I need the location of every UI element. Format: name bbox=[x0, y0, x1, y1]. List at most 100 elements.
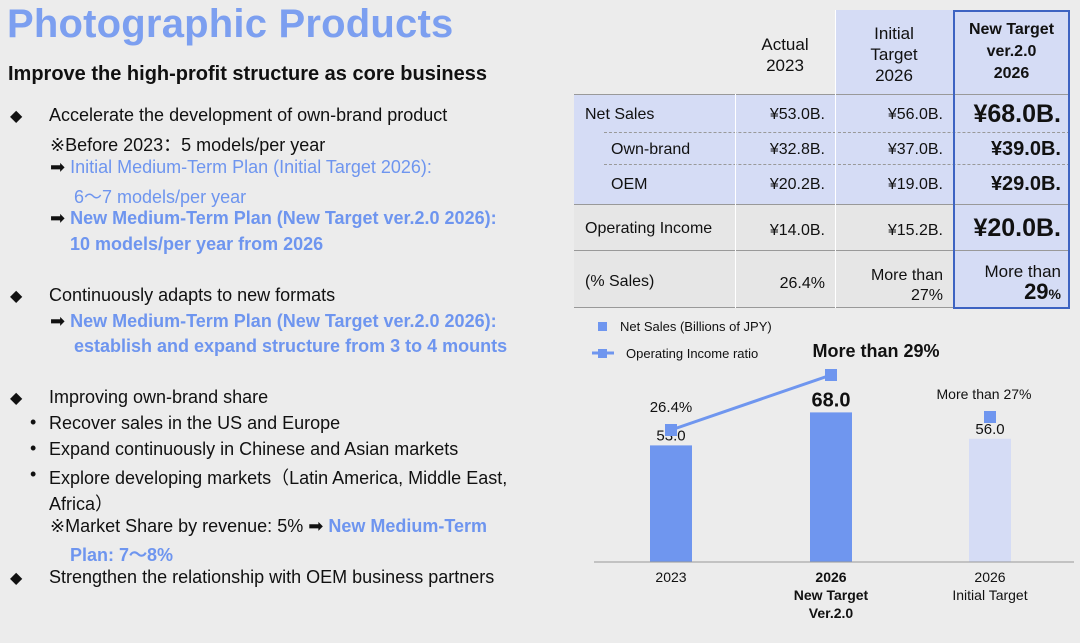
bar-1 bbox=[810, 412, 852, 562]
sub-bullet-2: Expand continuously in Chinese and Asian… bbox=[49, 439, 459, 459]
bar-value-label-1: 68.0 bbox=[812, 389, 851, 411]
header-initial: Initial Target 2026 bbox=[835, 23, 953, 86]
diamond-bullet-icon: ◆ bbox=[10, 108, 23, 125]
legend-bar-swatch bbox=[598, 322, 607, 331]
pct-sales-new: More than 29% bbox=[953, 262, 1061, 304]
new-plan-text: New Medium-Term Plan (New Target ver.2.0… bbox=[70, 208, 497, 228]
bullet-1-arrow-2: ➡ New Medium-Term Plan (New Target ver.2… bbox=[50, 208, 497, 229]
legend-line-marker bbox=[598, 349, 607, 358]
dot-bullet-icon: • bbox=[30, 438, 37, 458]
x-tick-label-1-2: Ver.2.0 bbox=[809, 605, 854, 621]
arrow-right-icon: ➡ bbox=[308, 516, 324, 536]
bullet-2: Continuously adapts to new formats bbox=[49, 285, 336, 305]
bullet-2-arrow: ➡ New Medium-Term Plan (New Target ver.2… bbox=[50, 311, 497, 332]
x-tick-label-2-1: Initial Target bbox=[952, 587, 1027, 603]
table-rule-dashed bbox=[604, 132, 1070, 133]
arrow-right-icon: ➡ bbox=[50, 157, 66, 177]
market-share-plan: New Medium-Term bbox=[328, 516, 488, 536]
new-target-highlight bbox=[953, 10, 1070, 309]
header-new-line1: New Target bbox=[968, 21, 1055, 38]
bullet-3: Improving own-brand share bbox=[49, 387, 269, 407]
bullet-1: Accelerate the development of own-brand … bbox=[49, 105, 448, 125]
bullet-4: Strengthen the relationship with OEM bus… bbox=[49, 567, 495, 587]
ratio-marker-1 bbox=[825, 369, 837, 381]
row-label-net-sales: Net Sales bbox=[585, 106, 655, 123]
chart-svg: Net Sales (Billions of JPY) Operating Inc… bbox=[592, 319, 1074, 621]
bar-0 bbox=[650, 445, 692, 562]
header-initial-line1: Initial bbox=[874, 24, 914, 43]
legend-line-label: Operating Income ratio bbox=[626, 346, 758, 361]
initial-plan-text: Initial Medium-Term Plan (Initial Target… bbox=[70, 157, 432, 177]
diamond-bullet-icon: ◆ bbox=[10, 390, 23, 407]
ratio-marker-0 bbox=[665, 424, 677, 436]
bullet-1-note: ※Before 2023：5 models/per year bbox=[50, 135, 326, 155]
ratio-line bbox=[670, 373, 832, 432]
row-bg-net-sales bbox=[574, 94, 953, 132]
sub-bullet-3: Explore developing markets（Latin America… bbox=[49, 468, 508, 488]
pct-sales-initial: More than 27% bbox=[835, 266, 943, 306]
ratio-marker-2 bbox=[984, 411, 996, 423]
row-bg-operating-income bbox=[574, 204, 953, 250]
market-share-text: ※Market Share by revenue: 5% bbox=[50, 516, 304, 536]
legend-bar-label: Net Sales (Billions of JPY) bbox=[620, 319, 772, 334]
arrow-right-icon: ➡ bbox=[50, 311, 66, 331]
header-initial-line2: Target bbox=[870, 45, 918, 64]
new-plan-text: New Medium-Term Plan (New Target ver.2.0… bbox=[70, 311, 497, 331]
own-brand-actual: ¥32.8B. bbox=[769, 141, 825, 158]
header-actual-line2: 2023 bbox=[766, 56, 804, 75]
bar-value-label-2: 56.0 bbox=[975, 421, 1004, 438]
operating-income-new: ¥20.0B. bbox=[973, 214, 1061, 242]
pct-sales-new-unit: % bbox=[1048, 286, 1061, 302]
bar-2 bbox=[969, 438, 1011, 562]
table-rule-dashed bbox=[604, 164, 1070, 165]
x-tick-label-1-1: New Target bbox=[794, 587, 869, 603]
own-brand-new: ¥39.0B. bbox=[990, 138, 1061, 160]
table-rule bbox=[574, 307, 1070, 308]
oem-actual: ¥20.2B. bbox=[769, 176, 825, 193]
new-plan-text-2: 10 models/per year from 2026 bbox=[70, 234, 324, 254]
targets-table: Actual 2023 Initial Target 2026 New Targ… bbox=[574, 10, 1070, 310]
ratio-label-1: More than 29% bbox=[812, 341, 939, 361]
arrow-right-icon: ➡ bbox=[50, 208, 66, 228]
bullet-1-arrow-1: ➡ Initial Medium-Term Plan (Initial Targ… bbox=[50, 157, 432, 178]
header-new-line3: 2026 bbox=[993, 65, 1030, 82]
oem-new: ¥29.0B. bbox=[990, 173, 1061, 195]
table-rule bbox=[574, 250, 1070, 251]
page-title: Photographic Products bbox=[7, 2, 454, 46]
row-bg-oem bbox=[574, 164, 953, 204]
x-tick-label-1-0: 2026 bbox=[815, 569, 846, 585]
sub-bullet-3-cont: Africa） bbox=[49, 494, 114, 514]
row-label-pct-sales: (% Sales) bbox=[585, 273, 655, 290]
net-sales-actual: ¥53.0B. bbox=[769, 106, 825, 123]
net-sales-new: ¥68.0B. bbox=[973, 100, 1061, 128]
header-initial-line3: 2026 bbox=[875, 66, 913, 85]
table-rule bbox=[574, 204, 1070, 205]
table-rule bbox=[574, 94, 1070, 95]
sales-chart: Net Sales (Billions of JPY) Operating Inc… bbox=[574, 312, 1080, 638]
pct-sales-new-line1: More than bbox=[984, 262, 1061, 281]
pct-sales-initial-line2: 27% bbox=[910, 287, 943, 304]
market-share-plan-2: Plan: 7〜8% bbox=[70, 545, 174, 565]
table-col-line bbox=[735, 94, 736, 308]
header-new-target: New Target ver.2.0 2026 bbox=[953, 19, 1070, 85]
row-label-own-brand: Own-brand bbox=[611, 141, 691, 158]
market-share-note: ※Market Share by revenue: 5% ➡ New Mediu… bbox=[50, 516, 487, 537]
new-plan-text-2: establish and expand structure from 3 to… bbox=[74, 336, 508, 356]
net-sales-initial: ¥56.0B. bbox=[887, 106, 943, 123]
pct-sales-initial-line1: More than bbox=[870, 267, 943, 284]
table-col-line bbox=[835, 10, 836, 308]
operating-income-initial: ¥15.2B. bbox=[887, 222, 943, 239]
row-bg-own-brand bbox=[574, 132, 953, 164]
header-actual-line1: Actual bbox=[761, 35, 809, 54]
diamond-bullet-icon: ◆ bbox=[10, 288, 23, 305]
initial-header-bg bbox=[835, 10, 953, 94]
header-new-line2: ver.2.0 bbox=[986, 43, 1037, 60]
pct-sales-new-value: 29 bbox=[1024, 279, 1049, 304]
row-bg-pct-sales bbox=[574, 250, 953, 308]
sub-bullet-1: Recover sales in the US and Europe bbox=[49, 413, 341, 433]
dot-bullet-icon: • bbox=[30, 464, 37, 484]
ratio-label-2: More than 27% bbox=[937, 386, 1032, 402]
row-label-oem: OEM bbox=[611, 176, 648, 193]
ratio-label-0: 26.4% bbox=[650, 399, 693, 416]
header-actual: Actual 2023 bbox=[735, 34, 835, 76]
